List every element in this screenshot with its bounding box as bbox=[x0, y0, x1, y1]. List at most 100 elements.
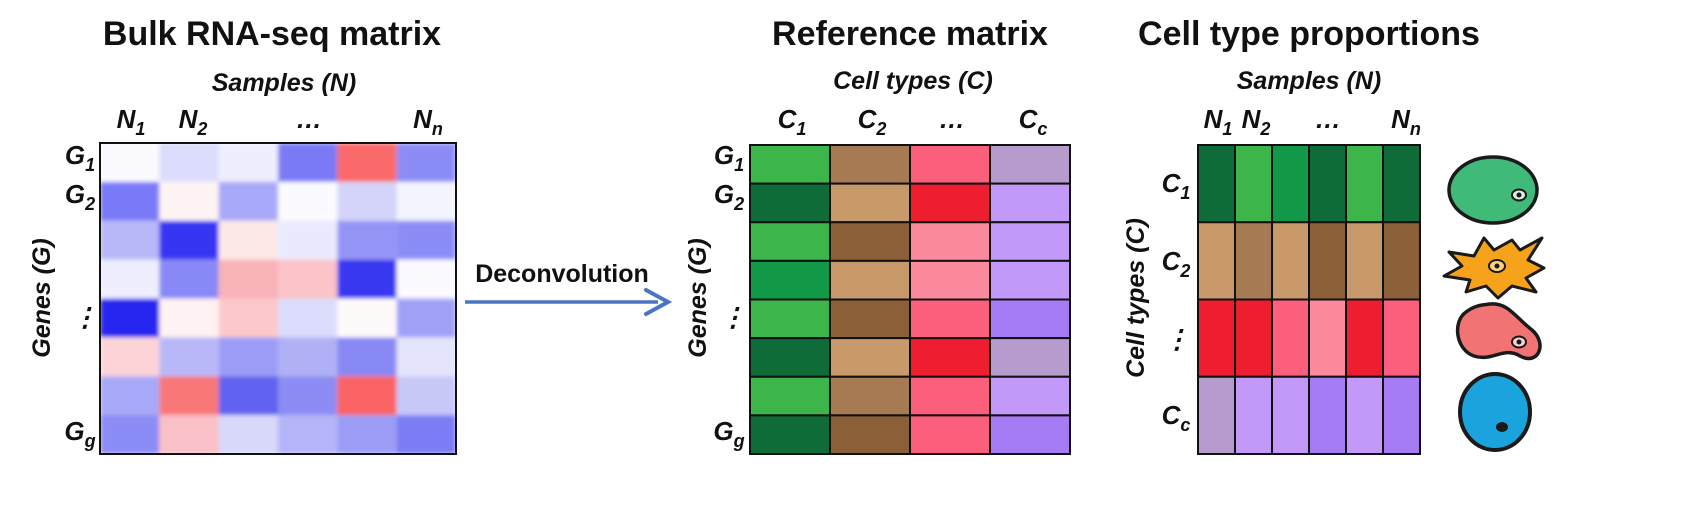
bulk-cell-r7-c2 bbox=[159, 376, 219, 416]
proportions-cell-r2-c2 bbox=[1234, 221, 1273, 301]
reference-cell-r6-c2 bbox=[829, 337, 911, 378]
proportions-cell-r4-c1 bbox=[1197, 375, 1236, 455]
proportions-col-label-1: N1 bbox=[1204, 104, 1233, 139]
reference-row-label-2: G2 bbox=[714, 179, 744, 214]
bulk-cell-r2-c4 bbox=[278, 181, 338, 221]
bulk-cell-r5-c6 bbox=[396, 298, 456, 338]
bulk-col-label-2: N2 bbox=[179, 104, 208, 139]
bulk-cell-r8-c5 bbox=[337, 415, 397, 454]
bulk-col-axis-label: Samples (N) bbox=[212, 69, 356, 97]
bulk-cell-r6-c6 bbox=[396, 337, 456, 377]
green-cell-icon bbox=[1447, 155, 1539, 225]
bulk-cell-r5-c1 bbox=[100, 298, 160, 338]
bulk-cell-r8-c3 bbox=[218, 415, 278, 454]
proportions-row-label-1: C1 bbox=[1162, 168, 1191, 203]
proportions-cell-r4-c6 bbox=[1382, 375, 1421, 455]
proportions-cell-r1-c3 bbox=[1271, 144, 1310, 224]
proportions-cell-r3-c1 bbox=[1197, 298, 1236, 378]
proportions-cell-r2-c5 bbox=[1345, 221, 1384, 301]
bulk-cell-r3-c4 bbox=[278, 220, 338, 260]
proportions-cell-r2-c4 bbox=[1308, 221, 1347, 301]
reference-cell-r4-c2 bbox=[829, 259, 911, 301]
bulk-cell-r5-c3 bbox=[218, 298, 278, 338]
proportions-col-label-3: … bbox=[1315, 104, 1341, 134]
reference-cell-r7-c2 bbox=[829, 375, 911, 417]
proportions-cell-r2-c6 bbox=[1382, 221, 1421, 301]
bulk-matrix-border bbox=[99, 142, 457, 455]
bulk-cell-r3-c1 bbox=[100, 220, 160, 260]
proportions-cell-r4-c3 bbox=[1271, 375, 1310, 455]
bulk-cell-r2-c3 bbox=[218, 181, 278, 221]
reference-cell-r6-c3 bbox=[909, 337, 991, 378]
bulk-cell-r6-c2 bbox=[159, 337, 219, 377]
proportions-cell-r1-c6 bbox=[1382, 144, 1421, 224]
bulk-col-label-3: … bbox=[296, 104, 322, 134]
bulk-cell-r1-c4 bbox=[278, 143, 338, 182]
proportions-cell-r1-c2 bbox=[1234, 144, 1273, 224]
deconvolution-arrow: Deconvolution bbox=[465, 260, 673, 316]
bulk-col-labels: N1 N2 … Nn bbox=[117, 104, 443, 139]
bulk-cell-r3-c5 bbox=[337, 220, 397, 260]
reference-col-label-4: Cc bbox=[1019, 104, 1048, 139]
bulk-cell-r7-c1 bbox=[100, 376, 160, 416]
reference-matrix-panel: Reference matrix Cell types (C) Genes (G… bbox=[684, 15, 1071, 455]
bulk-cell-r5-c2 bbox=[159, 298, 219, 338]
proportions-cell-r4-c5 bbox=[1345, 375, 1384, 455]
proportions-cell-r3-c2 bbox=[1234, 298, 1273, 378]
proportions-cell-r4-c4 bbox=[1308, 375, 1347, 455]
reference-cell-r3-c3 bbox=[909, 221, 991, 262]
proportions-cell-r1-c1 bbox=[1197, 144, 1236, 224]
reference-row-labels: G1 G2 ⋮ Gg bbox=[713, 140, 746, 451]
proportions-cell-r3-c6 bbox=[1382, 298, 1421, 378]
bulk-cell-r7-c4 bbox=[278, 376, 338, 416]
bulk-cell-r6-c5 bbox=[337, 337, 397, 377]
deconvolution-label: Deconvolution bbox=[475, 260, 649, 288]
reference-cell-r5-c4 bbox=[989, 298, 1071, 340]
reference-col-label-2: C2 bbox=[858, 104, 887, 139]
proportions-cell-r2-c1 bbox=[1197, 221, 1236, 301]
proportions-cell-r3-c3 bbox=[1271, 298, 1310, 378]
bulk-cell-r2-c6 bbox=[396, 181, 456, 221]
bulk-cell-r4-c5 bbox=[337, 259, 397, 299]
bulk-matrix-panel: Bulk RNA-seq matrix Samples (N) Genes (G… bbox=[28, 15, 457, 455]
bulk-row-label-3: ⋮ bbox=[72, 302, 98, 332]
reference-cell-r1-c1 bbox=[749, 144, 831, 185]
bulk-cell-r5-c5 bbox=[337, 298, 397, 338]
bulk-cell-r1-c5 bbox=[337, 143, 397, 182]
reference-cell-r6-c4 bbox=[989, 337, 1071, 378]
proportions-row-label-4: Cc bbox=[1162, 400, 1191, 435]
proportions-col-labels: N1 N2 … Nn bbox=[1204, 104, 1421, 139]
proportions-cell-r2-c3 bbox=[1271, 221, 1310, 301]
proportions-row-label-3: ⋮ bbox=[1164, 324, 1190, 354]
reference-cell-r8-c2 bbox=[829, 414, 911, 455]
proportions-col-label-2: N2 bbox=[1242, 104, 1271, 139]
reference-cell-r5-c2 bbox=[829, 298, 911, 340]
reference-cell-r4-c4 bbox=[989, 259, 1071, 301]
bulk-cell-r8-c6 bbox=[396, 415, 456, 454]
bulk-cell-r3-c2 bbox=[159, 220, 219, 260]
cell-type-icons bbox=[1442, 155, 1546, 452]
proportions-cell-r3-c5 bbox=[1345, 298, 1384, 378]
bulk-row-labels: G1 G2 ⋮ Gg bbox=[64, 140, 98, 451]
reference-cell-r1-c2 bbox=[829, 144, 911, 185]
reference-cell-r8-c4 bbox=[989, 414, 1071, 455]
reference-cell-r4-c1 bbox=[749, 259, 831, 301]
bulk-col-label-1: N1 bbox=[117, 104, 146, 139]
bulk-cell-r6-c1 bbox=[100, 337, 160, 377]
reference-row-label-3: ⋮ bbox=[720, 302, 746, 332]
proportions-cell-r1-c4 bbox=[1308, 144, 1347, 224]
proportions-panel: Cell type proportions Samples (N) Cell t… bbox=[1122, 15, 1546, 455]
proportions-row-label-2: C2 bbox=[1162, 246, 1191, 281]
reference-matrix-cells bbox=[749, 144, 1071, 455]
reference-cell-r3-c1 bbox=[749, 221, 831, 262]
bulk-cell-r1-c2 bbox=[159, 143, 219, 182]
reference-cell-r3-c2 bbox=[829, 221, 911, 262]
bulk-cell-r4-c2 bbox=[159, 259, 219, 299]
arrow-head bbox=[644, 288, 673, 316]
bulk-cell-r4-c3 bbox=[218, 259, 278, 299]
bulk-cell-r1-c3 bbox=[218, 143, 278, 182]
bulk-cell-r7-c6 bbox=[396, 376, 456, 416]
reference-row-axis-label: Genes (G) bbox=[684, 238, 712, 357]
bulk-cell-r5-c4 bbox=[278, 298, 338, 338]
